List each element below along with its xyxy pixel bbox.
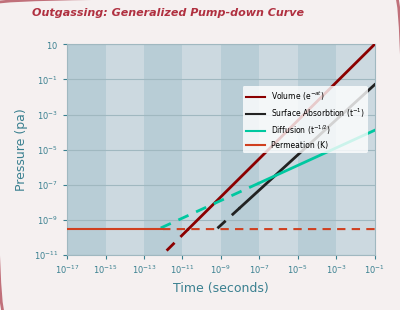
Text: Outgassing: Generalized Pump-down Curve: Outgassing: Generalized Pump-down Curve bbox=[32, 7, 304, 17]
Bar bbox=[182, 44, 221, 255]
Bar bbox=[106, 44, 144, 255]
Y-axis label: Pressure (pa): Pressure (pa) bbox=[15, 108, 28, 191]
Bar bbox=[221, 44, 259, 255]
Bar bbox=[336, 44, 375, 255]
X-axis label: Time (seconds): Time (seconds) bbox=[173, 282, 269, 295]
Bar bbox=[144, 44, 182, 255]
Legend: Volume (e$^{-at}$), Surface Absorbtion (t$^{-1}$), Diffusion (t$^{-1/2}$), Perme: Volume (e$^{-at}$), Surface Absorbtion (… bbox=[243, 86, 368, 153]
Bar bbox=[298, 44, 336, 255]
Bar bbox=[67, 44, 106, 255]
Bar bbox=[259, 44, 298, 255]
